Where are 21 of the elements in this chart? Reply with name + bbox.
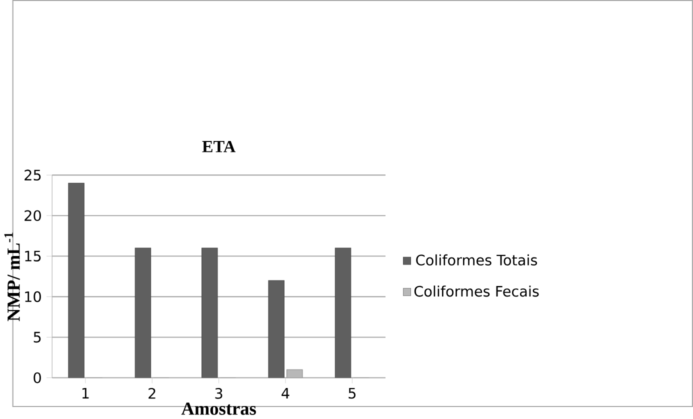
y-tick-label: 10	[25, 291, 41, 302]
bar	[68, 182, 84, 378]
y-tick-label: 0	[34, 372, 41, 384]
x-tick-label: 1	[82, 388, 89, 398]
bar	[202, 248, 218, 378]
bar	[268, 280, 284, 378]
legend-label: Coliformes Totais	[416, 254, 538, 266]
chart-title: ETA	[202, 140, 236, 152]
y-axis-title: NMP/ mL$^{-1}$	[4, 232, 20, 322]
x-axis-title: Amostras	[181, 402, 256, 415]
x-tick-label: 5	[348, 388, 356, 399]
bar	[134, 248, 152, 378]
y-tick-label: 5	[34, 332, 41, 342]
legend-label: Coliformes Fecais	[414, 285, 539, 297]
y-tick-label: 20	[24, 210, 41, 221]
x-tick-label: 3	[215, 388, 222, 399]
x-tick-label: 4	[282, 388, 290, 398]
y-tick-label: 15	[25, 250, 41, 262]
bar	[334, 248, 352, 378]
y-tick-label: 25	[24, 170, 41, 180]
x-tick-label: 2	[148, 388, 156, 399]
